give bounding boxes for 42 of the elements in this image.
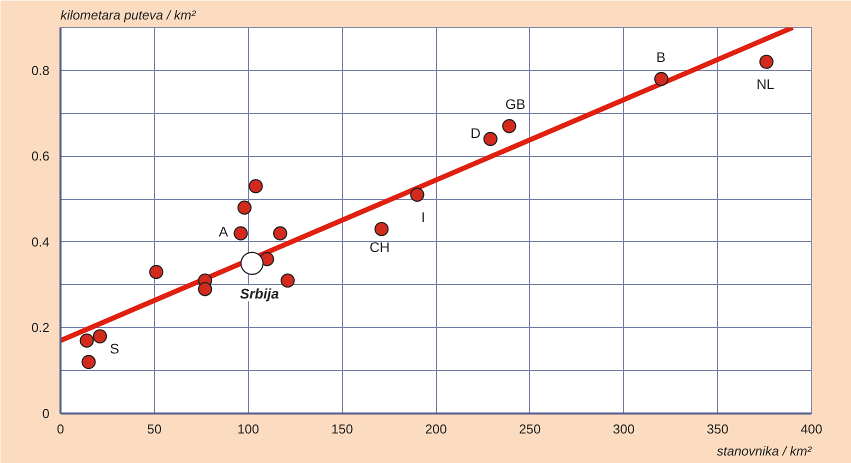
series-label: Srbija (240, 285, 280, 302)
x-axis-title: stanovnika / km² (716, 444, 812, 458)
point (234, 226, 248, 240)
point (280, 273, 295, 288)
point (759, 54, 774, 69)
x-tick-label: 400 (800, 422, 822, 436)
point (374, 222, 389, 236)
point (92, 329, 108, 344)
point (273, 226, 288, 240)
y-tick-label: 0.4 (31, 234, 50, 250)
point (237, 200, 252, 215)
annotation: I (421, 208, 426, 225)
y-tick-label: 0.8 (31, 62, 50, 78)
point (410, 188, 424, 202)
point (82, 354, 96, 370)
x-tick-label: 50 (147, 422, 162, 436)
x-tick-label: 0 (56, 422, 64, 436)
x-tick-label: 250 (519, 422, 541, 436)
annotation: NL (756, 76, 775, 92)
point (502, 119, 516, 134)
y-tick-label: 0.2 (31, 320, 50, 336)
point (240, 252, 264, 275)
point (248, 179, 263, 194)
x-tick-label: 150 (331, 422, 353, 436)
annotation: D (470, 125, 481, 142)
point (80, 334, 94, 348)
x-tick-label: 300 (612, 422, 635, 436)
x-tick-label: 200 (425, 422, 447, 436)
annotation: B (656, 48, 666, 65)
y-tick-label: 0.6 (31, 148, 50, 164)
point (149, 264, 164, 280)
point (654, 72, 668, 86)
annotation: GB (505, 96, 526, 112)
annotation: CH (370, 239, 390, 256)
y-axis-title: kilometara puteva / km² (60, 8, 196, 22)
x-tick-label: 350 (706, 422, 728, 436)
y-tick-label: 0 (42, 406, 50, 421)
annotation: S (110, 340, 120, 356)
annotation: A (218, 223, 229, 240)
point (198, 282, 212, 296)
point (483, 132, 498, 146)
x-tick-label: 100 (237, 422, 260, 436)
